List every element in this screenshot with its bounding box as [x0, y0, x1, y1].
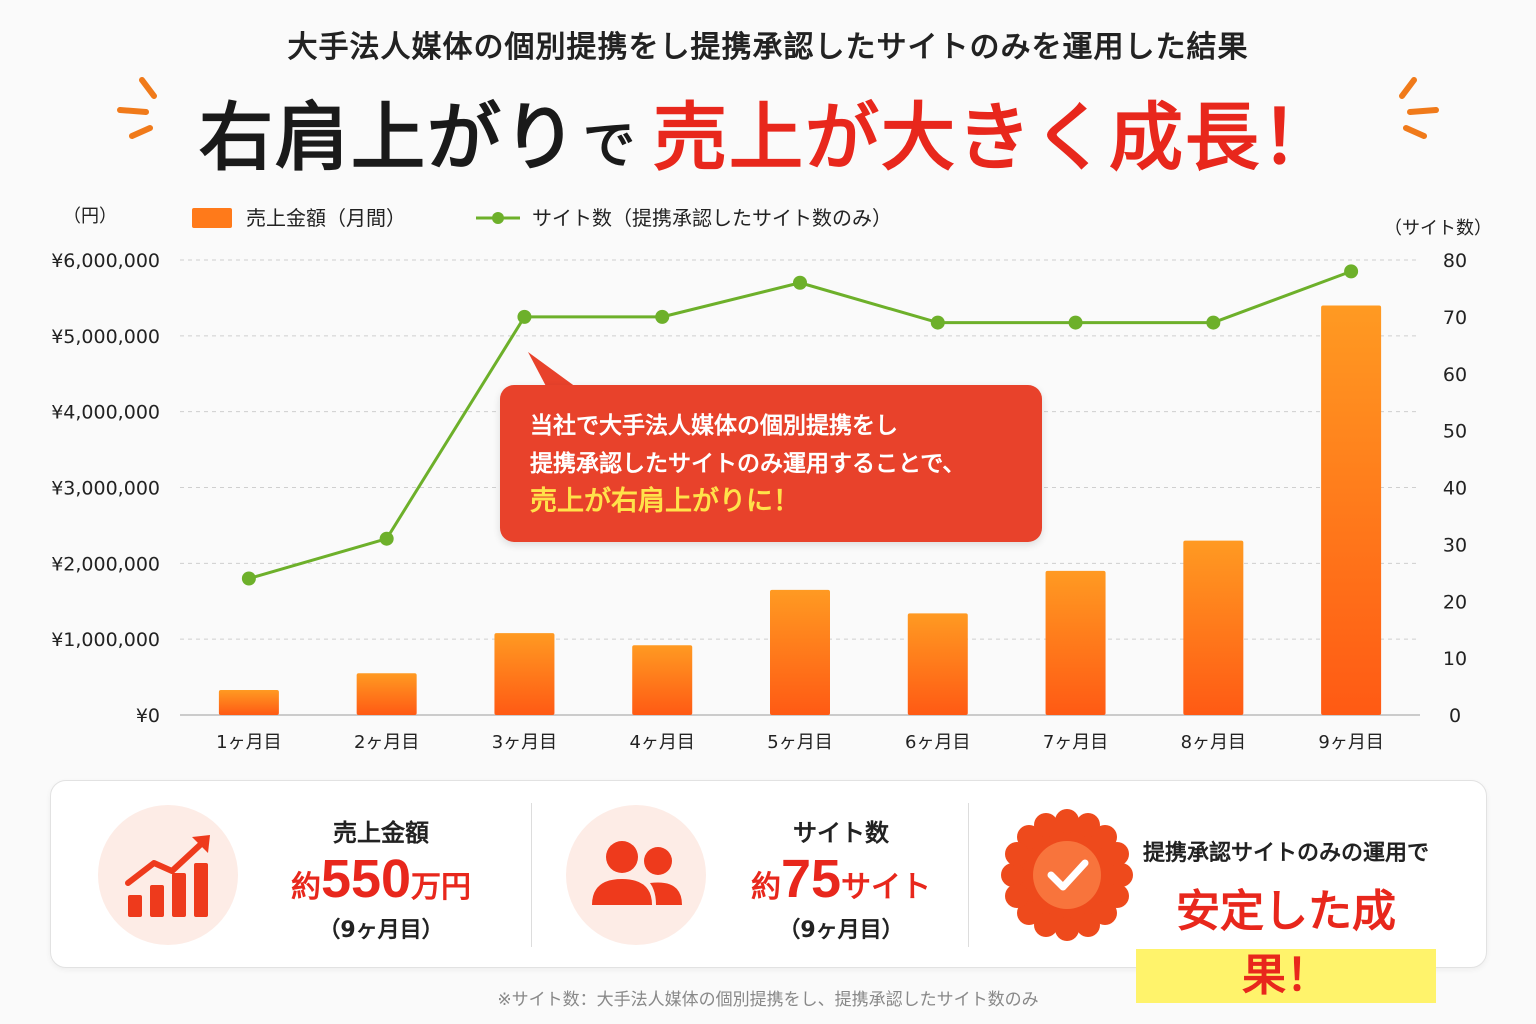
- line-point: [241, 571, 256, 586]
- x-tick-label: 8ヶ月目: [1181, 732, 1246, 753]
- sites-stat-label: サイト数: [793, 819, 889, 847]
- y-right-tick-label: 20: [1443, 591, 1467, 613]
- line-point: [793, 275, 807, 290]
- y-right-tick-label: 50: [1443, 421, 1467, 443]
- bar: [907, 613, 968, 715]
- callout-highlight: 売上が右肩上がりに！: [530, 486, 800, 517]
- headline-black: 右肩上がり: [198, 95, 579, 181]
- y-left-tick-label: ¥1,000,000: [51, 629, 160, 651]
- sites-stat-value: 約75サイト: [750, 849, 932, 909]
- sites-stat: サイト数 約75サイト （9ヶ月目）: [731, 813, 951, 944]
- x-tick-label: 2ヶ月目: [354, 732, 419, 753]
- sales-stat-value: 約550万円: [290, 849, 472, 909]
- legend-line-label: サイト数（提携承認したサイト数のみ）: [532, 206, 892, 230]
- x-tick-label: 3ヶ月目: [492, 732, 557, 753]
- line-point: [930, 315, 945, 330]
- stable-result-label: 提携承認サイトのみの運用で: [1142, 841, 1429, 866]
- line-point: [1344, 264, 1359, 279]
- y-right-unit-label: （サイト数）: [1384, 218, 1492, 239]
- stable-result-stat: 提携承認サイトのみの運用で 安定した成果！: [1136, 835, 1436, 1003]
- y-right-tick-label: 10: [1443, 648, 1467, 670]
- y-right-tick-label: 80: [1443, 250, 1467, 272]
- line-point: [1206, 315, 1221, 330]
- x-tick-label: 7ヶ月目: [1043, 732, 1108, 753]
- x-tick-label: 4ヶ月目: [629, 732, 694, 753]
- people-icon: [566, 805, 706, 945]
- y-left-tick-label: ¥5,000,000: [51, 326, 160, 348]
- sales-stat: 売上金額 約550万円 （9ヶ月目）: [261, 813, 501, 944]
- bar: [1183, 540, 1244, 715]
- sales-stat-note: （9ヶ月目）: [318, 918, 444, 943]
- rising-bar-chart-icon: [98, 805, 238, 945]
- x-tick-label: 1ヶ月目: [216, 732, 281, 753]
- x-tick-label: 6ヶ月目: [905, 732, 970, 753]
- x-tick-label: 5ヶ月目: [767, 732, 832, 753]
- check-badge-icon: [999, 807, 1135, 947]
- bar: [494, 633, 555, 715]
- line-point: [379, 531, 394, 546]
- y-right-tick-label: 60: [1443, 364, 1467, 386]
- x-tick-label: 9ヶ月目: [1318, 732, 1383, 753]
- line-point: [655, 309, 670, 324]
- y-left-tick-label: ¥2,000,000: [51, 553, 160, 575]
- callout-pointer: [528, 352, 580, 390]
- y-right-tick-label: 0: [1449, 705, 1461, 727]
- bar: [1045, 570, 1106, 715]
- legend-bar-label: 売上金額（月間）: [246, 206, 406, 230]
- stable-result-value: 安定した成果！: [1136, 875, 1436, 1003]
- callout-line-2: 提携承認したサイトのみ運用することで、: [530, 451, 966, 477]
- legend-bar-swatch: [192, 208, 232, 228]
- sparkle-right-icon: [1399, 77, 1439, 139]
- summary-divider: [968, 803, 969, 947]
- bar: [770, 589, 830, 715]
- headline-red: 売上が大きく成長！: [653, 95, 1337, 181]
- line-point: [1068, 315, 1083, 330]
- page-subtitle: 大手法人媒体の個別提携をし提携承認したサイトのみを運用した結果: [287, 30, 1249, 65]
- legend-line-marker: [492, 212, 504, 224]
- line-point: [517, 309, 532, 324]
- bar: [218, 689, 279, 715]
- y-left-tick-label: ¥0: [136, 705, 160, 727]
- callout-box: 当社で大手法人媒体の個別提携をし 提携承認したサイトのみ運用することで、 売上が…: [500, 385, 1042, 542]
- y-left-tick-label: ¥3,000,000: [51, 478, 160, 500]
- summary-divider: [531, 803, 532, 947]
- y-right-tick-label: 40: [1443, 478, 1467, 500]
- bar: [356, 673, 417, 715]
- sites-stat-note: （9ヶ月目）: [778, 918, 904, 943]
- callout-line-1: 当社で大手法人媒体の個別提携をし: [530, 413, 898, 439]
- sales-and-sites-chart: ¥0 ¥1,000,000 ¥2,000,000 ¥3,000,000 ¥4,000,0…: [51, 206, 1492, 753]
- headline: 右肩上がりで 売上が大きく成長！: [0, 78, 1536, 185]
- sparkle-left-icon: [117, 77, 157, 139]
- y-left-unit-label: （円）: [63, 206, 117, 227]
- bar: [1321, 305, 1382, 715]
- headline-connector: で: [582, 116, 635, 176]
- y-right-tick-label: 70: [1443, 307, 1467, 329]
- sales-stat-label: 売上金額: [333, 819, 429, 847]
- footnote: ※サイト数：大手法人媒体の個別提携をし、提携承認したサイト数のみ: [497, 990, 1039, 1010]
- y-left-tick-label: ¥4,000,000: [51, 402, 160, 424]
- summary-panel: 売上金額 約550万円 （9ヶ月目） サイト数 約75サイト （9ヶ月目）: [50, 780, 1487, 1003]
- y-right-tick-label: 30: [1443, 534, 1467, 556]
- y-left-tick-label: ¥6,000,000: [51, 250, 160, 272]
- bar: [632, 645, 693, 715]
